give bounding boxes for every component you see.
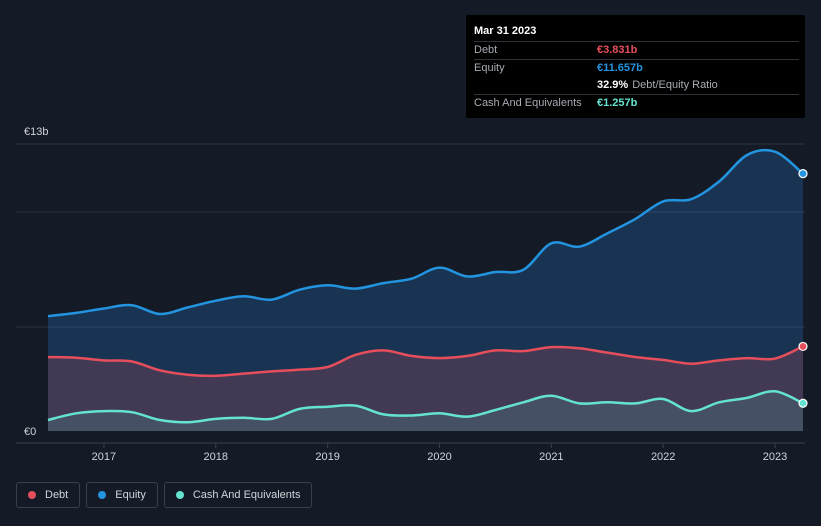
series-areas <box>48 150 803 431</box>
debt-line <box>47 345 804 378</box>
x-tick-label-2023: 2023 <box>763 451 787 463</box>
x-tick-label-2020: 2020 <box>427 451 451 463</box>
legend-equity-label: Equity <box>115 489 146 501</box>
tooltip-equity-value: €11.657b <box>597 62 643 74</box>
debt-end-marker <box>798 341 808 352</box>
debt-area <box>48 346 803 431</box>
tooltip-ratio-row: 32.9% Debt/Equity Ratio <box>474 77 799 94</box>
tooltip-ratio-value: 32.9% <box>597 79 629 91</box>
grid-lines <box>16 143 805 444</box>
tooltip-debt-value: €3.831b <box>597 44 638 56</box>
tooltip-cash-value: €1.257b <box>597 97 638 109</box>
y-axis-min-label: €0 <box>24 426 36 438</box>
cash-end-marker <box>798 398 808 408</box>
equity-end-marker <box>798 169 808 179</box>
legend-cash-label: Cash And Equivalents <box>192 489 301 501</box>
legend-item-cash[interactable]: Cash And Equivalents <box>163 482 313 508</box>
data-tooltip: Mar 31 2023 Debt €3.831b Equity €11.657b… <box>466 15 805 118</box>
legend-debt-label: Debt <box>45 489 69 501</box>
equity-line <box>47 148 804 318</box>
x-tick-label-2018: 2018 <box>204 451 228 463</box>
tooltip-ratio-label: Debt/Equity Ratio <box>632 79 718 91</box>
legend-equity-dot-icon <box>98 491 107 499</box>
x-tick-label-2019: 2019 <box>315 451 339 463</box>
cash-line <box>47 389 804 424</box>
legend-cash-dot-icon <box>175 491 184 499</box>
series-lines <box>47 148 804 424</box>
legend-item-equity[interactable]: Equity <box>86 482 158 508</box>
tooltip-debt-label: Debt <box>474 44 498 56</box>
legend-debt-dot-icon <box>28 491 36 499</box>
x-tick-label-2017: 2017 <box>92 451 116 463</box>
tooltip-date: Mar 31 2023 <box>474 25 537 37</box>
equity-area <box>48 150 803 431</box>
x-tick-label-2022: 2022 <box>651 451 675 463</box>
tooltip-debt-row: Debt €3.831b <box>474 41 799 59</box>
x-axis-ticks: 2017 2018 2019 2020 2021 2022 2023 <box>92 443 787 463</box>
tooltip-equity-row: Equity €11.657b <box>474 59 799 77</box>
cash-area <box>48 391 803 431</box>
series-end-markers <box>798 169 808 408</box>
tooltip-cash-row: Cash And Equivalents €1.257b <box>474 94 799 112</box>
y-axis-max-label: €13b <box>24 126 48 138</box>
tooltip-cash-label: Cash And Equivalents <box>474 97 582 109</box>
chart-legend: Debt Equity Cash And Equivalents <box>16 482 313 508</box>
x-tick-label-2021: 2021 <box>539 451 563 463</box>
legend-item-debt[interactable]: Debt <box>16 482 81 508</box>
tooltip-equity-label: Equity <box>474 62 505 74</box>
